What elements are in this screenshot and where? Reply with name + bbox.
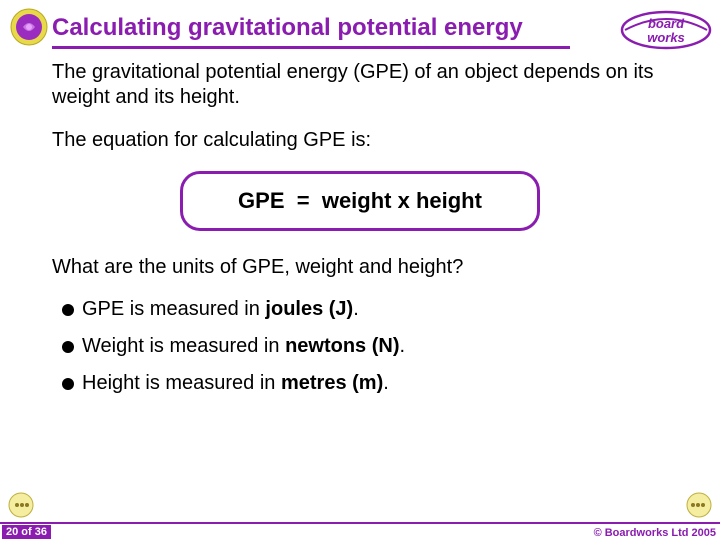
bullet-plain: Weight is measured in bbox=[82, 335, 285, 357]
prev-button[interactable] bbox=[8, 492, 34, 518]
boardworks-logo: board works bbox=[620, 10, 712, 50]
bullet-icon bbox=[62, 341, 74, 353]
bullet-tail: . bbox=[353, 298, 359, 320]
content-area: The gravitational potential energy (GPE)… bbox=[52, 60, 668, 409]
intro-paragraph: The gravitational potential energy (GPE)… bbox=[52, 60, 668, 110]
copyright-text: © Boardworks Ltd 2005 bbox=[594, 527, 716, 539]
bullet-icon bbox=[62, 378, 74, 390]
bullet-item: Weight is measured in newtons (N). bbox=[62, 335, 668, 358]
next-button[interactable] bbox=[686, 492, 712, 518]
bullet-item: Height is measured in metres (m). bbox=[62, 372, 668, 395]
bullet-tail: . bbox=[400, 335, 406, 357]
bullet-text: Weight is measured in newtons (N). bbox=[82, 335, 405, 358]
bullet-bold: metres (m) bbox=[281, 372, 383, 394]
footer-divider bbox=[0, 522, 720, 524]
bullet-bold: newtons (N) bbox=[285, 335, 399, 357]
bullet-list: GPE is measured in joules (J). Weight is… bbox=[62, 298, 668, 395]
formula-rhs: weight x height bbox=[322, 188, 482, 213]
formula-box: GPE = weight x height bbox=[180, 171, 540, 231]
title-underline bbox=[52, 46, 570, 49]
topic-icon bbox=[10, 8, 48, 46]
bullet-text: GPE is measured in joules (J). bbox=[82, 298, 359, 321]
question-paragraph: What are the units of GPE, weight and he… bbox=[52, 255, 668, 280]
bullet-tail: . bbox=[383, 372, 389, 394]
page-counter: 20 of 36 bbox=[2, 525, 51, 539]
logo-text-top: board bbox=[648, 16, 685, 31]
equation-intro: The equation for calculating GPE is: bbox=[52, 128, 668, 153]
bullet-bold: joules (J) bbox=[265, 298, 353, 320]
header: Calculating gravitational potential ener… bbox=[0, 8, 720, 48]
page-title: Calculating gravitational potential ener… bbox=[52, 14, 523, 42]
logo-text-bottom: works bbox=[647, 30, 685, 45]
bullet-plain: GPE is measured in bbox=[82, 298, 265, 320]
bullet-item: GPE is measured in joules (J). bbox=[62, 298, 668, 321]
bullet-icon bbox=[62, 304, 74, 316]
bullet-plain: Height is measured in bbox=[82, 372, 281, 394]
formula-lhs: GPE bbox=[238, 188, 284, 213]
bullet-text: Height is measured in metres (m). bbox=[82, 372, 389, 395]
formula-equals: = bbox=[297, 188, 310, 213]
